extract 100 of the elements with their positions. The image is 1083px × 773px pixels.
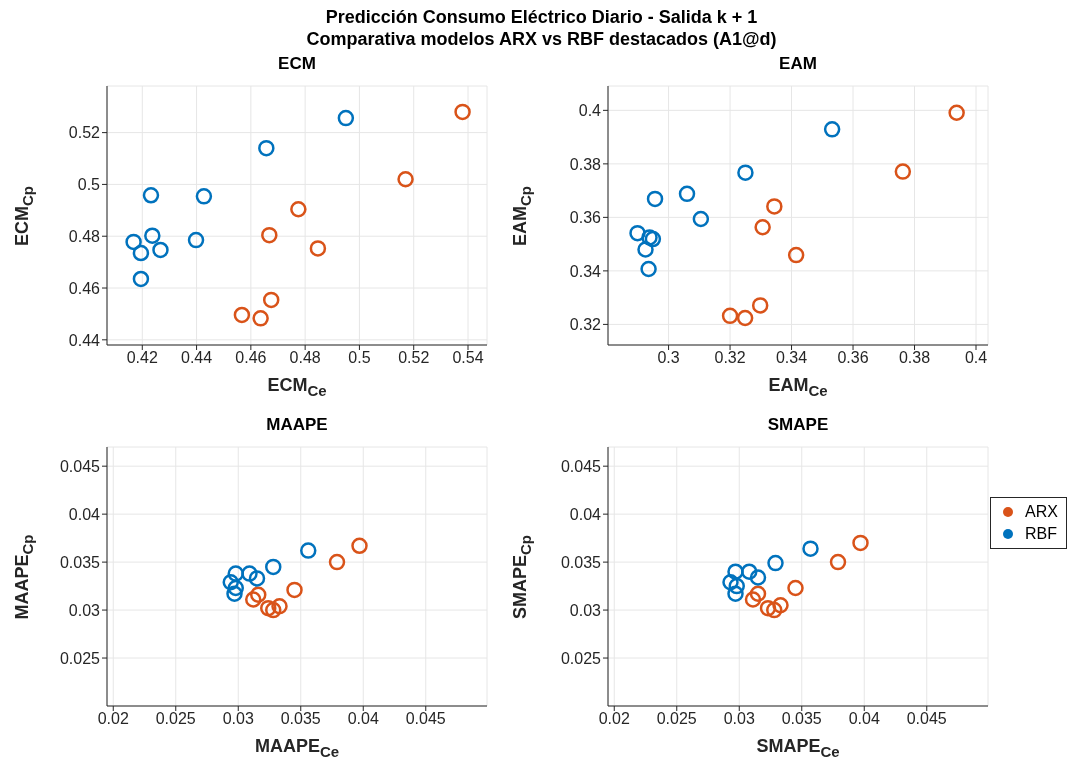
x-tick-label: 0.045 bbox=[405, 710, 446, 728]
x-axis-title: ECM$_{Ce}$ bbox=[266, 375, 328, 399]
point bbox=[195, 188, 213, 205]
point bbox=[226, 585, 243, 603]
y-tick-label: 0.52 bbox=[68, 124, 101, 142]
point bbox=[728, 577, 745, 595]
point bbox=[722, 574, 739, 591]
y-tick-label: 0.03 bbox=[68, 601, 101, 619]
y-tick-label: 0.045 bbox=[59, 457, 101, 475]
point bbox=[222, 574, 239, 591]
chart-title: ECM bbox=[277, 54, 317, 74]
point bbox=[261, 226, 278, 244]
y-tick-label: 0.38 bbox=[569, 155, 602, 173]
x-axis-title: SMAPE$_{Ce}$ bbox=[755, 736, 841, 760]
point bbox=[767, 554, 784, 572]
x-tick-label: 0.045 bbox=[906, 710, 947, 728]
chart-title: EAM bbox=[778, 54, 818, 74]
x-tick-label: 0.34 bbox=[775, 349, 808, 367]
point bbox=[250, 586, 267, 603]
point bbox=[629, 224, 646, 242]
x-tick-label: 0.025 bbox=[155, 710, 196, 728]
point bbox=[265, 558, 282, 576]
x-tick-label: 0.04 bbox=[848, 710, 880, 728]
x-tick-label: 0.035 bbox=[781, 710, 822, 728]
point bbox=[125, 233, 142, 251]
text: Predicción Consumo Eléctrico Diario - Salida k + 1 bbox=[324, 6, 759, 28]
y-tick-label: 0.04 bbox=[569, 505, 602, 523]
x-tick-label: 0.035 bbox=[280, 710, 321, 728]
point bbox=[640, 260, 657, 278]
point bbox=[271, 597, 288, 615]
x-tick-label: 0.03 bbox=[723, 710, 755, 728]
y-tick-label: 0.045 bbox=[560, 457, 602, 475]
point bbox=[132, 270, 150, 288]
point bbox=[787, 579, 804, 597]
y-tick-label: 0.44 bbox=[68, 331, 101, 349]
point bbox=[262, 291, 280, 309]
point bbox=[351, 537, 368, 555]
x-tick-label: 0.42 bbox=[126, 349, 158, 367]
point bbox=[227, 565, 244, 582]
x-tick-label: 0.54 bbox=[452, 349, 484, 367]
y-tick-label: 0.48 bbox=[68, 227, 101, 245]
point bbox=[637, 241, 654, 258]
x-tick-label: 0.32 bbox=[714, 349, 746, 367]
point bbox=[290, 201, 307, 218]
point bbox=[397, 170, 414, 188]
legend-label: RBF bbox=[1025, 525, 1057, 543]
x-tick-label: 0.03 bbox=[222, 710, 254, 728]
point bbox=[766, 601, 783, 619]
y-tick-label: 0.34 bbox=[569, 262, 602, 280]
point bbox=[328, 553, 346, 571]
point bbox=[309, 240, 327, 257]
point bbox=[245, 591, 262, 608]
point bbox=[454, 103, 471, 121]
point bbox=[823, 121, 841, 138]
point bbox=[241, 565, 258, 582]
point bbox=[286, 581, 303, 599]
x-tick-label: 0.02 bbox=[97, 710, 129, 728]
point bbox=[300, 542, 317, 559]
y-tick-label: 0.32 bbox=[569, 316, 602, 334]
point bbox=[759, 599, 777, 617]
point bbox=[644, 230, 662, 248]
point bbox=[337, 109, 355, 127]
point bbox=[751, 297, 769, 314]
x-axis-title: EAM$_{Ce}$ bbox=[767, 375, 829, 399]
point bbox=[678, 185, 696, 203]
point bbox=[772, 597, 789, 614]
x-tick-label: 0.4 bbox=[964, 349, 988, 367]
x-tick-label: 0.52 bbox=[398, 349, 430, 367]
point bbox=[744, 591, 762, 608]
point bbox=[736, 309, 754, 327]
point bbox=[829, 553, 847, 571]
point bbox=[692, 210, 710, 228]
y-tick-label: 0.36 bbox=[569, 209, 602, 227]
chart-title: MAAPE bbox=[265, 415, 329, 435]
y-tick-label: 0.025 bbox=[560, 649, 602, 667]
point bbox=[766, 198, 783, 215]
x-tick-label: 0.48 bbox=[289, 349, 321, 367]
point bbox=[132, 244, 150, 262]
x-axis-title: MAAPE$_{Ce}$ bbox=[253, 736, 341, 760]
point bbox=[749, 585, 767, 603]
point bbox=[894, 163, 912, 180]
y-tick-label: 0.46 bbox=[68, 279, 101, 297]
point bbox=[852, 534, 869, 552]
point bbox=[144, 227, 161, 244]
x-tick-label: 0.04 bbox=[347, 710, 379, 728]
point bbox=[721, 307, 739, 325]
x-tick-label: 0.46 bbox=[235, 349, 267, 367]
y-tick-label: 0.4 bbox=[578, 102, 602, 120]
y-tick-label: 0.035 bbox=[560, 553, 602, 571]
point bbox=[754, 219, 771, 236]
point bbox=[265, 601, 282, 619]
point bbox=[727, 585, 744, 603]
point bbox=[646, 190, 664, 208]
point bbox=[227, 579, 244, 597]
point bbox=[248, 570, 266, 587]
chart-title: SMAPE bbox=[766, 415, 830, 435]
text: Comparativa modelos ARX vs RBF destacados (A1@d) bbox=[305, 28, 778, 50]
point bbox=[727, 563, 744, 580]
point bbox=[187, 231, 205, 249]
point bbox=[258, 139, 275, 157]
